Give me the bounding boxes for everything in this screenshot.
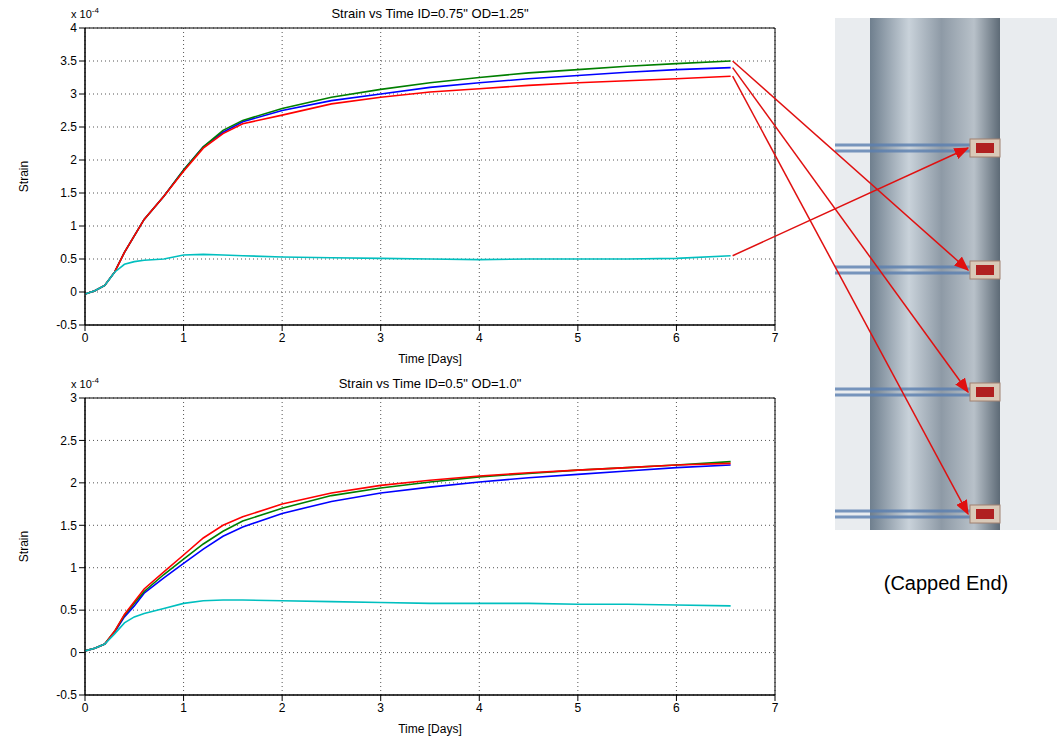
svg-text:7: 7	[772, 701, 779, 715]
svg-text:1: 1	[70, 219, 77, 233]
svg-text:2: 2	[70, 153, 77, 167]
svg-text:0: 0	[70, 285, 77, 299]
svg-text:5: 5	[575, 331, 582, 345]
svg-text:-0.5: -0.5	[56, 688, 77, 702]
svg-text:5: 5	[575, 701, 582, 715]
svg-text:4: 4	[476, 701, 483, 715]
svg-text:3.5: 3.5	[60, 54, 77, 68]
svg-text:0: 0	[70, 646, 77, 660]
html-text:Strain vs Time ID=0.75" OD=1.2: Strain vs Time ID=0.75" OD=1.25"	[331, 6, 529, 21]
html-text:x 10-4: x 10-4	[71, 376, 99, 390]
svg-text:6: 6	[673, 331, 680, 345]
svg-text:0: 0	[82, 331, 89, 345]
svg-text:-0.5: -0.5	[56, 318, 77, 332]
svg-text:Strain: Strain	[17, 161, 31, 192]
svg-text:3: 3	[70, 87, 77, 101]
html-text:Strain vs Time ID=0.5" OD=1.0": Strain vs Time ID=0.5" OD=1.0"	[338, 376, 522, 391]
svg-text:2: 2	[279, 701, 286, 715]
svg-text:3: 3	[377, 331, 384, 345]
svg-text:1: 1	[180, 701, 187, 715]
svg-text:1.5: 1.5	[60, 519, 77, 533]
svg-text:2: 2	[279, 331, 286, 345]
svg-text:1: 1	[180, 331, 187, 345]
html-text:(Capped End): (Capped End)	[883, 572, 1009, 594]
svg-text:Strain: Strain	[17, 531, 31, 562]
svg-text:2.5: 2.5	[60, 434, 77, 448]
svg-text:0.5: 0.5	[60, 252, 77, 266]
svg-text:3: 3	[70, 391, 77, 405]
svg-text:0.5: 0.5	[60, 603, 77, 617]
svg-text:0: 0	[82, 701, 89, 715]
svg-text:3: 3	[377, 701, 384, 715]
svg-text:Time [Days]: Time [Days]	[398, 722, 462, 736]
svg-text:2: 2	[70, 476, 77, 490]
svg-text:1: 1	[70, 561, 77, 575]
svg-text:2.5: 2.5	[60, 120, 77, 134]
svg-text:Time [Days]: Time [Days]	[398, 352, 462, 366]
svg-text:4: 4	[70, 21, 77, 35]
svg-text:4: 4	[476, 331, 483, 345]
svg-text:7: 7	[772, 331, 779, 345]
html-text:x 10-4: x 10-4	[71, 6, 99, 20]
svg-text:1.5: 1.5	[60, 186, 77, 200]
svg-text:6: 6	[673, 701, 680, 715]
